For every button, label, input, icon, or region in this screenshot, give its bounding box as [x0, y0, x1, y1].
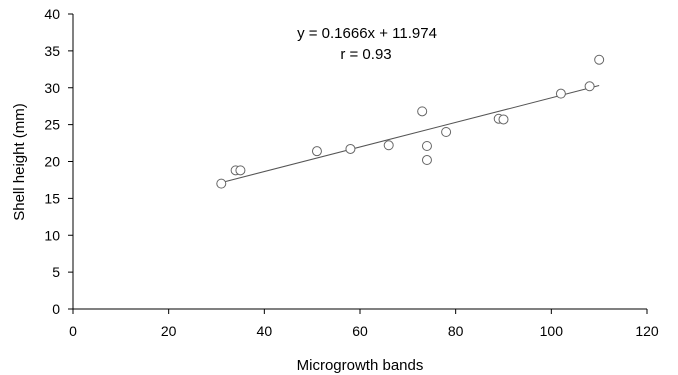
y-tick-label: 5 — [52, 264, 60, 280]
x-axis-title: Microgrowth bands — [297, 357, 424, 374]
y-tick-label: 25 — [44, 117, 60, 133]
x-tick-label: 80 — [448, 323, 464, 339]
data-point — [421, 141, 432, 152]
r-value-annotation: r = 0.93 — [340, 46, 391, 63]
data-point — [311, 146, 322, 157]
x-tick-label: 0 — [69, 323, 77, 339]
x-tick-label: 20 — [161, 323, 177, 339]
y-axis-ticks: 0 5 10 15 20 25 30 35 40 — [44, 6, 73, 317]
x-tick-label: 60 — [352, 323, 368, 339]
data-point — [417, 106, 428, 117]
data-point — [441, 127, 452, 137]
trendline — [221, 85, 600, 184]
data-point — [383, 140, 394, 151]
y-tick-label: 20 — [44, 154, 60, 170]
data-point — [555, 88, 566, 99]
data-point — [498, 114, 509, 125]
y-tick-label: 15 — [44, 190, 60, 206]
y-tick-label: 30 — [44, 80, 60, 96]
y-tick-label: 10 — [44, 227, 60, 243]
x-tick-label: 100 — [540, 323, 564, 339]
y-tick-label: 0 — [52, 301, 60, 317]
data-point — [216, 178, 227, 189]
x-axis-ticks: 0 20 40 60 80 100 120 — [69, 309, 659, 339]
y-tick-label: 35 — [44, 43, 60, 59]
y-tick-label: 40 — [44, 6, 60, 22]
data-points — [216, 54, 605, 189]
data-point — [584, 81, 595, 92]
data-point — [235, 165, 246, 176]
y-axis-title: Shell height (mm) — [11, 103, 28, 221]
data-point — [594, 54, 605, 65]
x-tick-label: 40 — [257, 323, 273, 339]
data-point — [421, 155, 432, 166]
data-point — [345, 143, 356, 154]
x-tick-label: 120 — [635, 323, 659, 339]
equation-annotation: y = 0.1666x + 11.974 — [297, 25, 437, 42]
